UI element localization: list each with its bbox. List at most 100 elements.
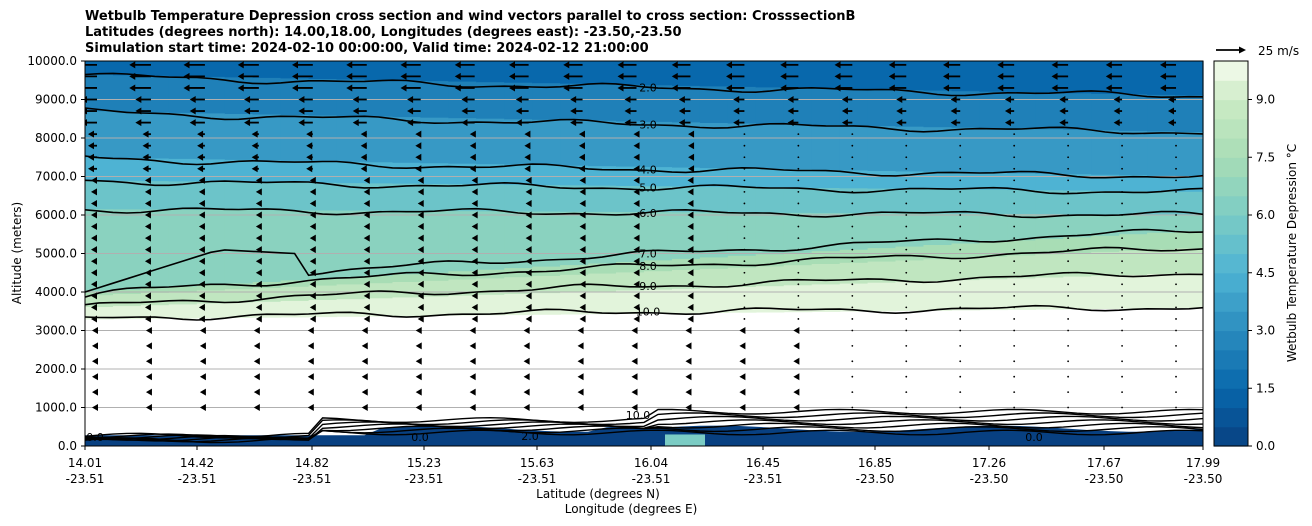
wind-vector-dot: [797, 144, 800, 147]
y-tick-label: 3000.0: [35, 324, 77, 338]
wind-vector-head: [633, 280, 640, 288]
field-band: [1091, 190, 1120, 216]
wind-vector-head: [577, 357, 584, 365]
wind-vector-head: [88, 165, 94, 173]
field-band: [476, 61, 505, 83]
wind-vector-dot: [1067, 144, 1070, 147]
field-band: [196, 61, 226, 78]
field-band: [476, 164, 505, 186]
wind-vector-head: [469, 373, 476, 381]
field-band: [224, 289, 254, 304]
wind-vector-head: [142, 130, 149, 138]
wind-vector-dot: [851, 260, 854, 263]
wind-vector-head: [415, 357, 422, 365]
field-band: [560, 265, 589, 276]
wind-vector-head: [144, 292, 151, 300]
wind-vector-dot: [1175, 248, 1177, 251]
wind-vector-head: [309, 303, 316, 311]
field-band: [755, 187, 785, 214]
colorbar-band: [1214, 138, 1248, 158]
wind-vector-head: [237, 72, 244, 80]
field-band: [532, 119, 561, 166]
wind-vector-dot: [1121, 237, 1123, 240]
wind-vector-dot: [959, 345, 962, 347]
wind-vector-head: [198, 269, 205, 277]
wind-vector-head: [1160, 61, 1167, 69]
wind-vector-head: [578, 165, 585, 173]
colorbar-frame: [1213, 60, 1249, 447]
wind-vector-head: [91, 211, 97, 219]
wind-vector-head: [199, 342, 206, 350]
surface-contour-label: 10.0: [626, 409, 651, 422]
field-band: [1035, 254, 1064, 279]
colorbar-tick-label: 4.5: [1256, 266, 1275, 280]
field-band: [1119, 94, 1148, 132]
colorbar-band: [1214, 407, 1248, 428]
wind-vector-head: [471, 234, 478, 242]
x-tick-label-lon: -23.51: [66, 472, 105, 486]
field-band: [727, 86, 757, 125]
wind-vector-head: [509, 72, 516, 80]
wind-vector-head: [198, 223, 205, 231]
field-band: [951, 189, 981, 215]
field-band: [672, 167, 701, 188]
x-tick-label-lat: 17.99: [1186, 456, 1220, 470]
wind-vector-dot: [851, 179, 854, 182]
wind-vector-dot: [851, 294, 854, 297]
field-band: [672, 122, 701, 169]
field-band: [588, 84, 617, 122]
field-band: [951, 127, 981, 173]
field-band: [783, 212, 813, 254]
field-band: [588, 291, 617, 315]
wind-vector-head: [525, 303, 532, 311]
wind-vector-head: [292, 61, 299, 69]
field-band: [252, 210, 282, 283]
wind-vector-head: [307, 388, 314, 396]
wind-vector-dot: [905, 214, 908, 216]
wind-vector-head: [363, 211, 370, 219]
surface-contour-label: 0.0: [86, 431, 104, 444]
wind-vector-head: [145, 373, 152, 381]
wind-vector-head: [687, 188, 694, 196]
field-band: [1147, 61, 1176, 96]
wind-vector-head: [633, 176, 640, 184]
wind-vector-dot: [905, 248, 908, 251]
field-band: [755, 61, 785, 88]
x-tick-label-lon: -23.50: [1184, 472, 1223, 486]
wind-vector-head: [579, 292, 586, 300]
field-band: [364, 298, 394, 317]
wind-vector-head: [85, 119, 87, 127]
wind-vector-head: [255, 269, 262, 277]
x-tick-label-lon: -23.51: [178, 472, 217, 486]
wind-vector-head: [346, 61, 353, 69]
field-band: [895, 213, 925, 248]
wind-vector-dot: [851, 329, 854, 332]
wind-vector-dot: [1013, 360, 1016, 363]
wind-vector-head: [1168, 119, 1175, 127]
wind-vector-dot: [1121, 294, 1123, 297]
wind-vector-head: [144, 188, 151, 196]
field-band: [699, 168, 729, 188]
wind-vector-head: [189, 119, 196, 127]
field-band: [420, 211, 449, 274]
wind-vector-dot: [1175, 345, 1177, 347]
wind-vector-head: [363, 315, 370, 323]
wind-vector-head: [198, 315, 205, 323]
wind-vector-head: [144, 303, 151, 311]
field-band: [1175, 95, 1204, 133]
field-band: [1147, 191, 1176, 216]
wind-vector-dot: [1175, 202, 1177, 205]
wind-vector-head: [525, 188, 532, 196]
wind-vector-head: [633, 188, 640, 196]
field-band: [1007, 240, 1036, 257]
contour-lines: [85, 72, 1203, 444]
wind-vector-head: [471, 315, 478, 323]
wind-vector-head: [631, 373, 638, 381]
wind-vector-head: [579, 223, 586, 231]
wind-vector-head: [197, 130, 204, 138]
wind-vector-head: [244, 119, 251, 127]
colorbar-band: [1214, 253, 1248, 274]
wind-vector-head: [255, 176, 262, 184]
wind-vector-dot: [1013, 406, 1016, 409]
wind-vector-head: [896, 96, 903, 103]
